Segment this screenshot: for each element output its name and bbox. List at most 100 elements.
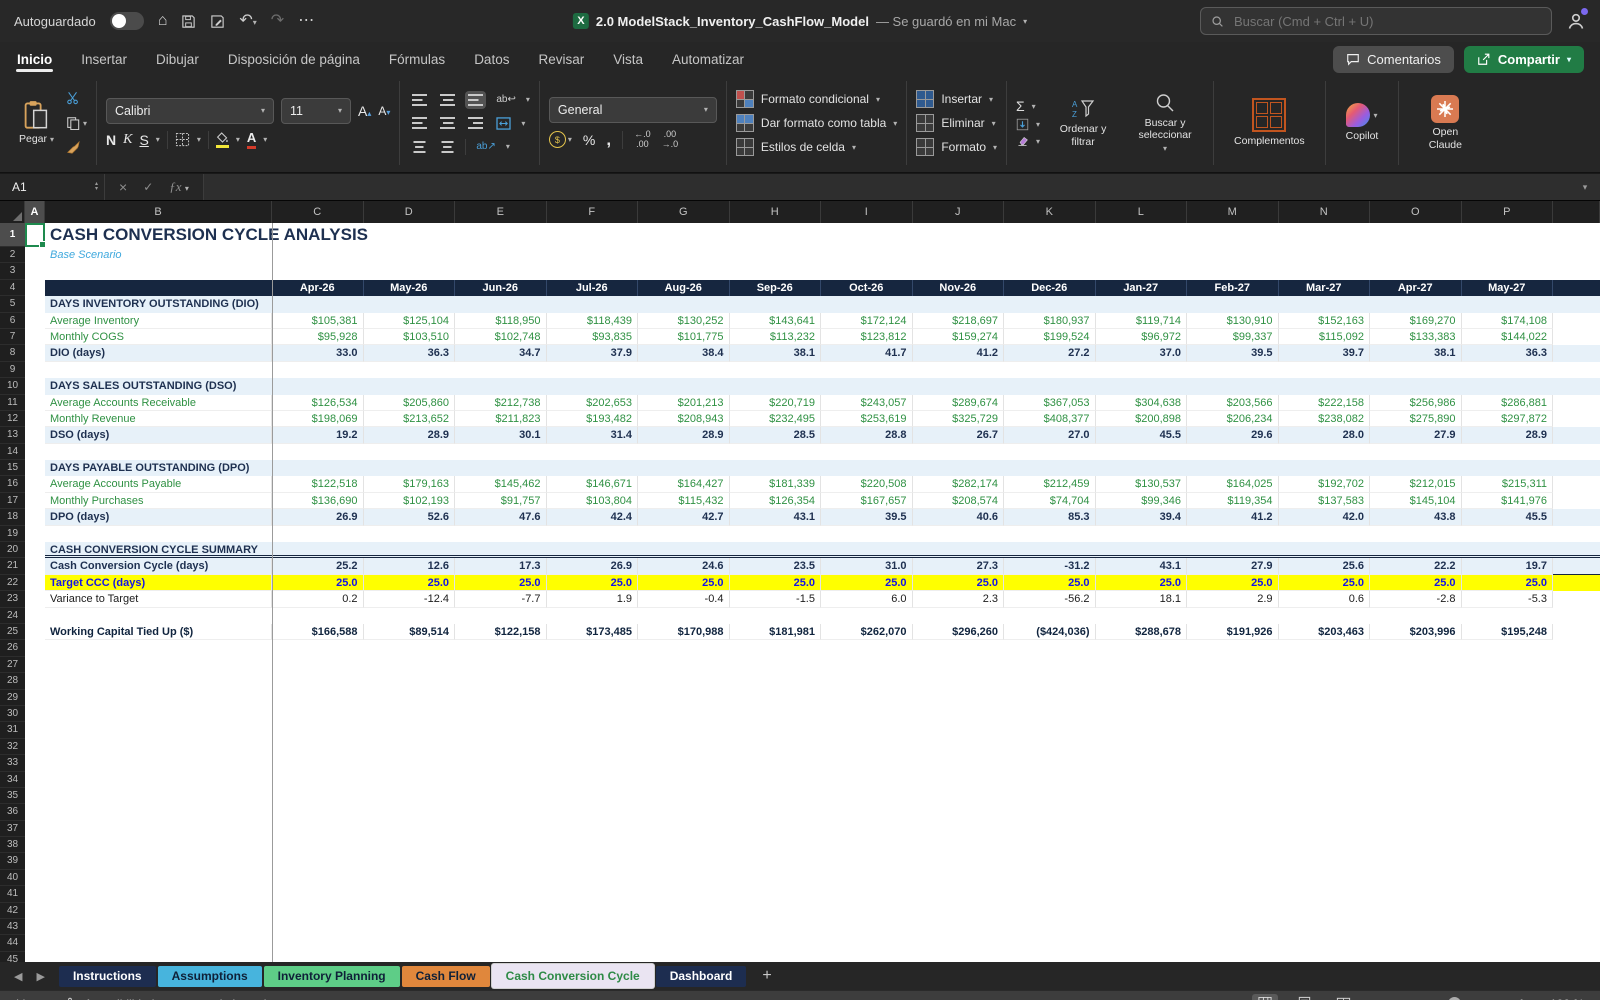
tab-dibujar[interactable]: Dibujar [156, 51, 199, 67]
cell-A36[interactable] [25, 804, 45, 820]
data-cell[interactable]: $145,462 [455, 476, 547, 493]
data-cell[interactable] [821, 608, 913, 624]
column-header-L[interactable]: L [1096, 201, 1187, 223]
data-cell[interactable] [272, 821, 364, 837]
data-cell[interactable] [1187, 886, 1279, 902]
data-cell[interactable] [913, 886, 1005, 902]
increase-indent-button[interactable] [437, 138, 458, 156]
data-cell[interactable]: 25.0 [912, 574, 1004, 592]
data-cell[interactable] [1370, 772, 1462, 788]
data-cell[interactable] [730, 608, 822, 624]
data-cell[interactable] [821, 263, 913, 279]
tab-formulas[interactable]: Fórmulas [388, 51, 446, 67]
data-cell[interactable] [1187, 739, 1279, 755]
row-label-12[interactable]: Monthly Revenue [45, 410, 272, 428]
data-cell[interactable] [455, 247, 547, 263]
cell-A5[interactable] [25, 296, 45, 312]
data-cell[interactable]: 25.6 [1278, 558, 1370, 575]
data-cell[interactable] [1096, 804, 1188, 820]
cell-A13[interactable] [25, 427, 45, 443]
cell-A27[interactable] [25, 657, 45, 673]
column-header-H[interactable]: H [730, 201, 821, 223]
overflow-cell[interactable] [1553, 574, 1600, 592]
data-cell[interactable] [913, 247, 1005, 263]
row-header-25[interactable]: 25 [0, 623, 25, 641]
data-cell[interactable] [272, 788, 364, 804]
data-cell[interactable] [1096, 263, 1188, 279]
overflow-cell[interactable] [1553, 493, 1600, 509]
data-cell[interactable]: 41.7 [821, 345, 913, 362]
fill-button[interactable]: ▾ [1016, 118, 1040, 131]
data-cell[interactable] [638, 804, 730, 820]
prev-sheet-icon[interactable]: ◀ [14, 970, 23, 983]
data-cell[interactable] [1004, 821, 1096, 837]
data-cell[interactable]: 2.3 [912, 591, 1004, 608]
data-cell[interactable] [1462, 739, 1554, 755]
data-cell[interactable]: $256,986 [1370, 394, 1462, 411]
data-cell[interactable] [1096, 755, 1188, 771]
data-cell[interactable] [272, 608, 364, 624]
row-label-5[interactable]: DAYS INVENTORY OUTSTANDING (DIO) [45, 296, 272, 313]
cell-A20[interactable] [25, 542, 45, 558]
data-cell[interactable]: 85.3 [1004, 509, 1096, 526]
row-header-19[interactable]: 19 [0, 525, 25, 543]
data-cell[interactable]: $202,653 [546, 394, 638, 411]
data-cell[interactable] [272, 837, 364, 853]
row-label-4[interactable] [45, 279, 272, 297]
overflow-cell[interactable] [1553, 853, 1600, 869]
data-cell[interactable] [547, 657, 639, 673]
data-cell[interactable] [821, 722, 913, 738]
delete-cells-button[interactable]: Eliminar ▾ [916, 114, 997, 132]
overflow-cell[interactable] [1553, 296, 1600, 313]
data-cell[interactable] [1004, 788, 1096, 804]
data-cell[interactable]: $164,427 [638, 476, 730, 493]
row-label-15[interactable]: DAYS PAYABLE OUTSTANDING (DPO) [45, 460, 272, 477]
data-cell[interactable]: $93,835 [546, 328, 638, 346]
data-cell[interactable] [1462, 772, 1554, 788]
data-cell[interactable] [1462, 821, 1554, 837]
data-cell[interactable]: -12.4 [363, 591, 455, 608]
autosum-button[interactable]: Σ ▾ [1016, 98, 1036, 114]
orientation-button[interactable]: ab↗ [476, 141, 496, 152]
data-cell[interactable] [547, 853, 639, 869]
data-cell[interactable] [1462, 690, 1554, 706]
data-cell[interactable] [729, 378, 821, 395]
overflow-cell[interactable] [1553, 690, 1600, 706]
column-header-G[interactable]: G [638, 201, 730, 223]
data-cell[interactable] [1187, 640, 1279, 656]
data-cell[interactable]: ($424,036) [1004, 623, 1096, 641]
data-cell[interactable] [547, 640, 639, 656]
cell-A44[interactable] [25, 935, 45, 951]
row-label-31[interactable] [45, 722, 272, 738]
font-name-select[interactable]: Calibri ▾ [105, 97, 274, 124]
data-cell[interactable] [730, 739, 822, 755]
data-cell[interactable] [913, 263, 1005, 279]
data-cell[interactable] [1004, 772, 1096, 788]
row-label-8[interactable]: DIO (days) [45, 345, 272, 362]
cut-button[interactable] [66, 91, 87, 105]
data-cell[interactable] [455, 853, 547, 869]
name-box[interactable]: A1 ▴ ▾ [12, 180, 98, 194]
data-cell[interactable] [1187, 706, 1279, 722]
data-cell[interactable]: 39.5 [1187, 345, 1279, 362]
data-cell[interactable]: $181,339 [729, 476, 821, 493]
data-cell[interactable] [821, 706, 913, 722]
data-cell[interactable] [364, 886, 456, 902]
data-cell[interactable] [638, 903, 730, 919]
data-cell[interactable] [1187, 821, 1279, 837]
data-cell[interactable] [1462, 853, 1554, 869]
data-cell[interactable] [1187, 755, 1279, 771]
cell-A34[interactable] [25, 772, 45, 788]
cell-A12[interactable] [25, 411, 45, 427]
data-cell[interactable] [730, 526, 822, 542]
row-label-22[interactable]: Target CCC (days) [45, 574, 272, 592]
data-cell[interactable] [730, 444, 822, 460]
row-header-26[interactable]: 26 [0, 640, 25, 657]
borders-button[interactable] [175, 132, 190, 147]
data-cell[interactable]: -2.8 [1370, 591, 1462, 608]
row-header-14[interactable]: 14 [0, 443, 25, 461]
data-cell[interactable] [1004, 706, 1096, 722]
sheet-tab-dashboard[interactable]: Dashboard [655, 965, 747, 987]
data-cell[interactable]: $119,714 [1095, 312, 1187, 329]
